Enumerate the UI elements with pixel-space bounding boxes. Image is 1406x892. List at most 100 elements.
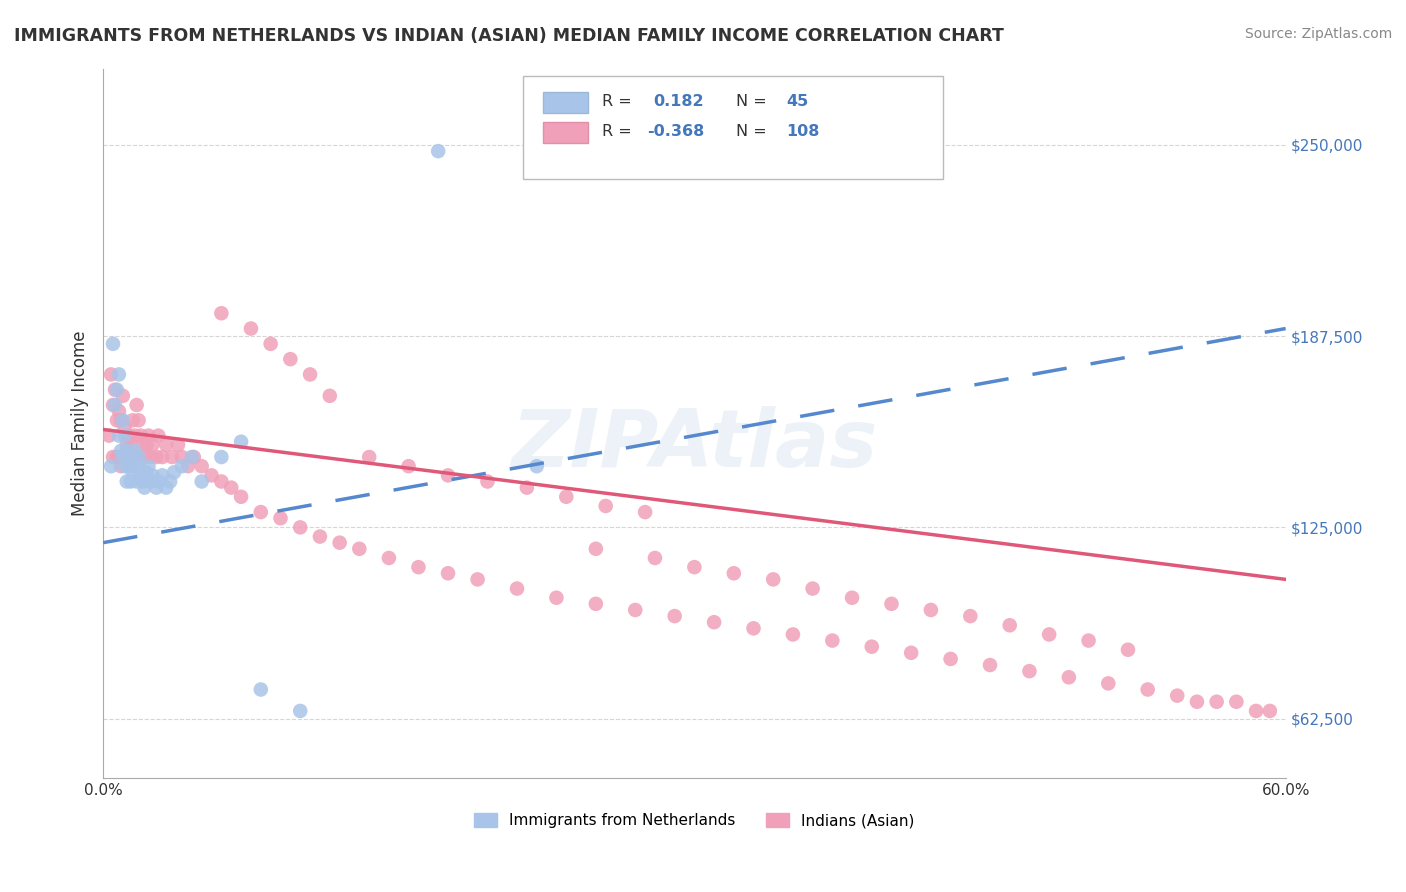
Text: R =: R = xyxy=(602,124,631,139)
Point xyxy=(299,368,322,382)
Point xyxy=(860,640,883,654)
Point xyxy=(104,383,127,397)
Point xyxy=(141,468,163,483)
Point xyxy=(1225,695,1247,709)
Point xyxy=(124,443,146,458)
Point xyxy=(1205,695,1227,709)
Point xyxy=(959,609,981,624)
Point xyxy=(129,428,152,442)
Point xyxy=(516,481,538,495)
Point xyxy=(115,475,138,489)
Point xyxy=(105,383,128,397)
Point xyxy=(148,428,170,442)
Point xyxy=(167,438,190,452)
Bar xyxy=(543,92,588,113)
Text: 0.182: 0.182 xyxy=(652,95,703,110)
Point xyxy=(349,541,371,556)
Legend: Immigrants from Netherlands, Indians (Asian): Immigrants from Netherlands, Indians (As… xyxy=(468,807,921,834)
Point xyxy=(170,459,193,474)
Point xyxy=(115,450,138,464)
Point xyxy=(108,450,131,464)
Point xyxy=(101,336,124,351)
Point xyxy=(111,413,134,427)
Point xyxy=(209,475,232,489)
Text: IMMIGRANTS FROM NETHERLANDS VS INDIAN (ASIAN) MEDIAN FAMILY INCOME CORRELATION C: IMMIGRANTS FROM NETHERLANDS VS INDIAN (A… xyxy=(14,27,1004,45)
Point xyxy=(129,468,152,483)
Point xyxy=(115,443,138,458)
Point xyxy=(138,459,160,474)
Point xyxy=(145,450,167,464)
Point xyxy=(111,389,134,403)
Point xyxy=(135,466,157,480)
Point xyxy=(900,646,922,660)
Point xyxy=(359,450,381,464)
Point xyxy=(115,438,138,452)
Point xyxy=(723,566,745,581)
Point xyxy=(437,468,460,483)
Text: Source: ZipAtlas.com: Source: ZipAtlas.com xyxy=(1244,27,1392,41)
Point xyxy=(134,481,156,495)
Point xyxy=(163,466,186,480)
Point xyxy=(998,618,1021,632)
Point xyxy=(128,450,150,464)
Point xyxy=(1018,664,1040,678)
Point xyxy=(1038,627,1060,641)
Point xyxy=(290,704,312,718)
Text: -0.368: -0.368 xyxy=(647,124,704,139)
Point xyxy=(111,450,134,464)
Point xyxy=(118,450,141,464)
Point xyxy=(110,443,132,458)
Point xyxy=(155,438,177,452)
Point xyxy=(135,438,157,452)
Point xyxy=(526,459,548,474)
Point xyxy=(683,560,706,574)
Point xyxy=(131,475,153,489)
Point xyxy=(782,627,804,641)
Point xyxy=(114,419,136,434)
Point xyxy=(920,603,942,617)
Point xyxy=(155,481,177,495)
Point xyxy=(742,621,765,635)
Point xyxy=(398,459,420,474)
Point xyxy=(546,591,568,605)
Point xyxy=(100,459,122,474)
Point xyxy=(624,603,647,617)
Point xyxy=(477,475,499,489)
Point xyxy=(100,368,122,382)
Point xyxy=(134,450,156,464)
Point xyxy=(939,652,962,666)
Point xyxy=(319,389,342,403)
Point xyxy=(108,368,131,382)
Point xyxy=(114,428,136,442)
Point xyxy=(180,450,202,464)
Point xyxy=(114,450,136,464)
Point xyxy=(148,475,170,489)
Point xyxy=(585,541,607,556)
Point xyxy=(101,450,124,464)
Point xyxy=(1116,642,1139,657)
Point xyxy=(249,682,271,697)
Text: 45: 45 xyxy=(786,95,808,110)
Point xyxy=(121,413,143,427)
Point xyxy=(378,551,401,566)
Point xyxy=(190,475,212,489)
Point xyxy=(467,573,489,587)
Point xyxy=(108,404,131,418)
Point xyxy=(105,450,128,464)
Point xyxy=(1136,682,1159,697)
Point xyxy=(249,505,271,519)
Point xyxy=(209,306,232,320)
Point xyxy=(121,450,143,464)
Point xyxy=(170,450,193,464)
Point xyxy=(190,459,212,474)
Point xyxy=(634,505,657,519)
Point xyxy=(200,468,222,483)
Point xyxy=(150,468,173,483)
Point xyxy=(595,499,617,513)
Point xyxy=(141,438,163,452)
Point xyxy=(880,597,903,611)
Point xyxy=(408,560,430,574)
Point xyxy=(105,413,128,427)
Point xyxy=(821,633,844,648)
Point xyxy=(118,428,141,442)
